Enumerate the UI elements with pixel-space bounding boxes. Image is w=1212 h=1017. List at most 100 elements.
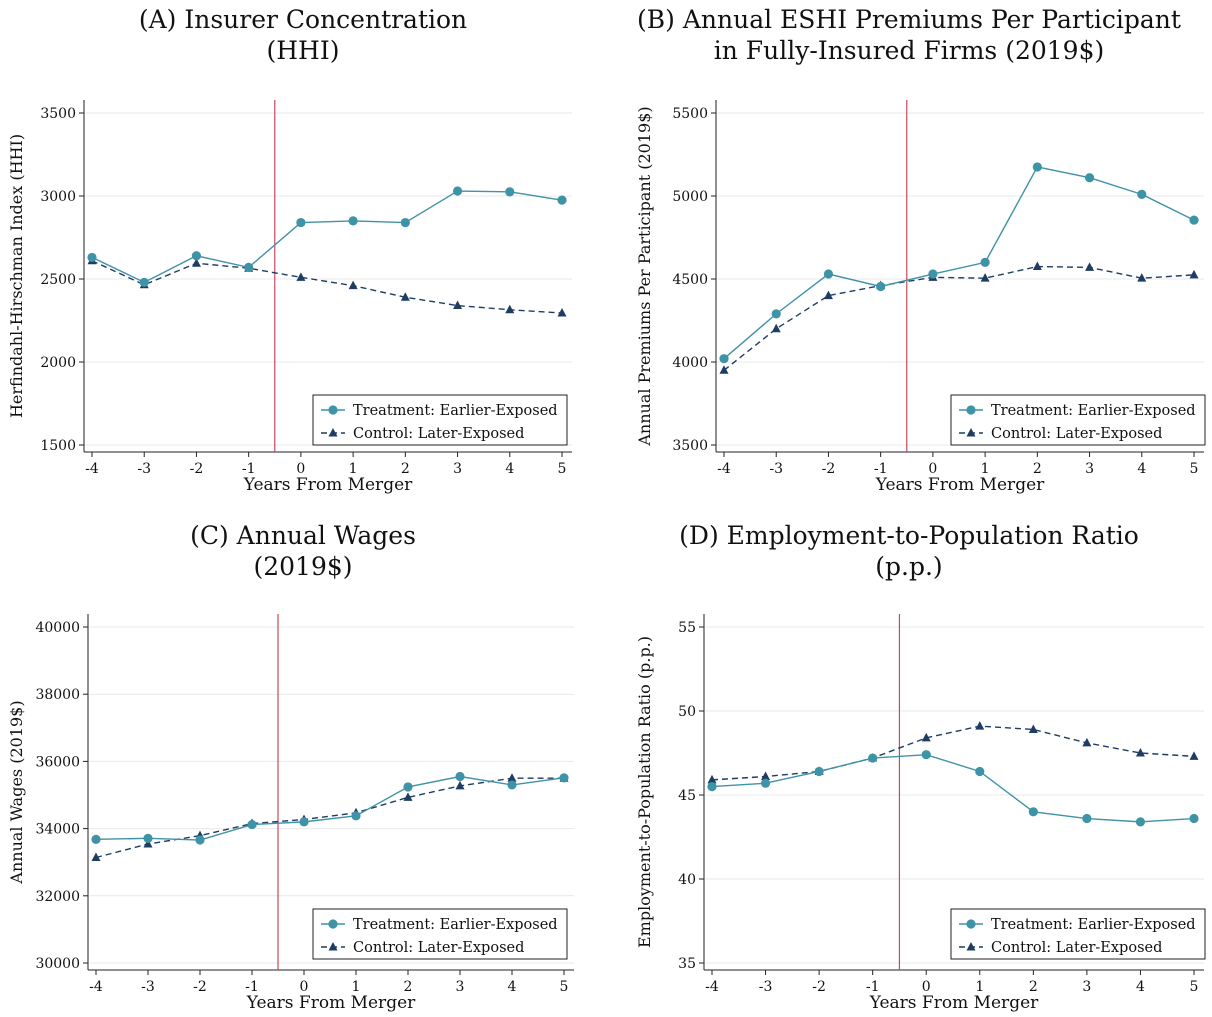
data-point-treatment	[1032, 162, 1042, 172]
data-point-control	[707, 774, 717, 784]
y-tick-label: 4500	[672, 272, 708, 288]
x-axis-label: Years From Merger	[243, 475, 413, 495]
legend-marker-control	[966, 942, 976, 951]
data-point-treatment	[1189, 215, 1199, 225]
x-tick-label: 5	[1190, 979, 1199, 995]
data-point-control	[505, 304, 515, 314]
series-line-treatment	[711, 753, 1195, 823]
line-chart: 1500 2000 2500 3000 3500 -4 -3 -2 -1 0 1 2 3 4 5 Years …	[7, 100, 572, 495]
data-point-treatment	[351, 811, 361, 821]
legend-marker-control	[966, 428, 976, 437]
series-line-treatment	[723, 166, 1195, 360]
legend-label-treatment: Treatment: Earlier-Exposed	[353, 403, 558, 419]
x-tick-label: 0	[300, 979, 309, 995]
x-tick-label: -4	[705, 979, 719, 995]
data-point-control	[91, 852, 101, 861]
legend-label-control: Control: Later-Exposed	[353, 426, 524, 442]
chart-title: (A) Insurer Concentration (HHI)	[0, 4, 606, 66]
data-point-treatment	[1189, 813, 1199, 824]
data-point-treatment	[823, 269, 834, 279]
x-tick-label: 2	[401, 461, 410, 477]
chart-title-line: (HHI)	[266, 36, 340, 65]
y-tick-label: 2000	[40, 355, 76, 371]
data-point-treatment	[975, 766, 985, 777]
data-point-control	[980, 273, 990, 282]
y-axis-label: Annual Premiums Per Participant (2019$)	[635, 106, 654, 446]
x-tick-label: 5	[560, 979, 569, 995]
x-tick-label: -3	[759, 979, 773, 995]
data-point-treatment	[191, 251, 202, 261]
data-point-treatment	[91, 834, 101, 844]
x-tick-label: 3	[1085, 461, 1094, 477]
x-tick-label: 1	[349, 461, 358, 477]
y-tick-label: 2500	[40, 272, 76, 288]
legend-label-treatment: Treatment: Earlier-Exposed	[353, 917, 558, 933]
x-axis-label: Years From Merger	[246, 993, 416, 1013]
data-point-control	[771, 323, 781, 333]
y-tick-label: 45	[678, 788, 696, 804]
data-point-treatment	[876, 281, 886, 292]
data-point-treatment	[980, 257, 990, 267]
data-point-control	[1137, 273, 1147, 282]
data-point-treatment	[557, 195, 567, 205]
legend-marker-treatment	[966, 919, 976, 929]
legend-marker-treatment	[328, 405, 338, 415]
legend-label-control: Control: Later-Exposed	[353, 940, 524, 956]
y-tick-label: 5500	[672, 106, 708, 122]
y-axis-label: Employment-to-Population Ratio (p.p.)	[635, 636, 654, 948]
y-tick-label: 32000	[35, 889, 80, 905]
x-tick-label: -1	[242, 461, 256, 477]
legend-box	[312, 394, 568, 446]
y-tick-label: 35	[678, 956, 696, 972]
data-point-treatment	[299, 817, 309, 827]
chart-panel-b: (B) Annual ESHI Premiums Per Participant…	[606, 0, 1212, 508]
chart-panel-c: (C) Annual Wages (2019$) 30000 32000 34000…	[0, 508, 606, 1017]
x-tick-label: -4	[89, 979, 103, 995]
data-point-treatment	[1084, 173, 1095, 183]
chart-title-line: in Fully-Insured Firms (2019$)	[713, 36, 1105, 65]
x-tick-label: -1	[874, 461, 888, 477]
chart-title-line: (D) Employment-to-Population Ratio	[679, 521, 1139, 550]
data-point-treatment	[928, 269, 938, 279]
y-axis-label: Annual Wages (2019$)	[7, 700, 26, 884]
x-tick-label: -1	[245, 979, 259, 995]
data-point-treatment	[719, 354, 729, 364]
x-tick-label: -1	[866, 979, 880, 995]
data-point-treatment	[348, 216, 358, 226]
data-point-treatment	[143, 833, 153, 843]
x-tick-label: -2	[193, 979, 207, 995]
data-point-treatment	[139, 277, 149, 287]
data-point-treatment	[505, 187, 515, 197]
y-tick-label: 3000	[40, 189, 76, 205]
chart-title: (C) Annual Wages (2019$)	[0, 520, 606, 582]
series-line-control	[711, 725, 1195, 781]
data-point-control	[507, 773, 517, 782]
legend-marker-treatment	[328, 919, 338, 929]
data-point-control	[453, 300, 463, 310]
legend-marker-control	[328, 942, 338, 951]
data-point-control	[1135, 748, 1145, 757]
x-tick-label: -2	[822, 461, 836, 477]
x-tick-label: 3	[1082, 979, 1091, 995]
data-point-control	[1032, 261, 1042, 271]
data-point-treatment	[507, 780, 517, 790]
data-point-control	[1028, 724, 1038, 733]
data-point-control	[400, 292, 410, 301]
data-point-control	[975, 721, 985, 730]
series-line-control	[723, 265, 1195, 371]
y-tick-label: 36000	[35, 754, 80, 770]
series-line-control	[91, 260, 563, 314]
chart-title-line: (C) Annual Wages	[190, 521, 416, 550]
data-point-control	[1189, 269, 1199, 279]
series-line-treatment	[91, 190, 563, 284]
x-tick-label: 4	[508, 979, 517, 995]
x-tick-label: 1	[981, 461, 990, 477]
x-tick-label: 4	[505, 461, 514, 477]
legend-label-treatment: Treatment: Earlier-Exposed	[991, 403, 1196, 419]
x-tick-label: 0	[296, 461, 305, 477]
legend-box	[950, 908, 1206, 960]
y-tick-label: 34000	[35, 822, 80, 838]
data-point-treatment	[1137, 189, 1147, 199]
y-axis-label: Herfindahl-Hirschman Index (HHI)	[7, 134, 26, 418]
